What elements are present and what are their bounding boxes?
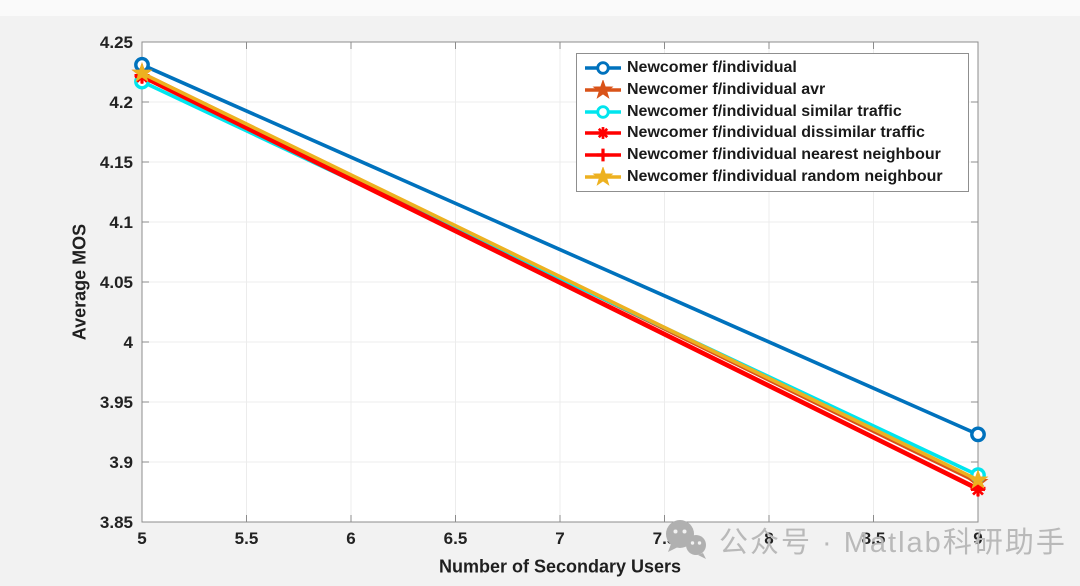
marker-pentagram xyxy=(592,167,614,186)
series-line-4 xyxy=(141,73,979,491)
legend-item: Newcomer f/individual nearest neighbour xyxy=(584,145,966,165)
y-tick-label: 3.85 xyxy=(100,513,133,532)
series-line-5 xyxy=(141,71,979,482)
y-tick-label: 3.9 xyxy=(109,453,133,472)
data-point xyxy=(970,426,986,443)
marker-center xyxy=(600,131,606,136)
legend-swatch xyxy=(585,104,621,119)
y-tick-label: 4.15 xyxy=(100,153,133,172)
legend-item: Newcomer f/individual similar traffic xyxy=(584,102,966,122)
y-tick-label: 4.1 xyxy=(109,213,133,232)
x-tick-label: 6 xyxy=(346,529,355,548)
x-tick-label: 8.5 xyxy=(862,529,886,548)
marker-circle xyxy=(596,104,610,119)
data-point xyxy=(131,62,153,83)
legend-label: Newcomer f/individual xyxy=(627,58,797,76)
marker-pentagram xyxy=(131,62,153,83)
wechat-icon xyxy=(666,520,706,559)
watermark-text: 公众号 · Matlab科研助手 xyxy=(719,527,1067,559)
legend-item: Newcomer f/individual avr xyxy=(584,79,966,100)
legend-item: Newcomer f/individual xyxy=(584,58,966,78)
y-tick-label: 4.05 xyxy=(100,273,133,292)
marker-pentagram xyxy=(967,468,989,489)
legend-item: Newcomer f/individual random neighbour xyxy=(584,167,966,187)
legend-item: Newcomer f/individual dissimilar traffic xyxy=(584,123,966,143)
legend-swatch xyxy=(585,127,621,140)
x-tick-label: 5.5 xyxy=(235,529,259,548)
y-tick-label: 4.2 xyxy=(109,93,133,112)
watermark: 公众号 · Matlab科研助手 xyxy=(664,519,1067,561)
series-line-0 xyxy=(141,63,979,437)
data-point xyxy=(967,468,989,489)
y-axis-label: Average MOS xyxy=(69,223,90,341)
marker-circle xyxy=(596,61,610,75)
y-tick-label: 4 xyxy=(124,333,134,352)
legend-label: Newcomer f/individual nearest neighbour xyxy=(627,146,941,164)
legend-label: Newcomer f/individual similar traffic xyxy=(627,102,902,120)
x-tick-label: 9 xyxy=(973,529,982,548)
legend-swatch xyxy=(585,79,621,99)
x-tick-label: 7 xyxy=(555,529,564,548)
legend-label: Newcomer f/individual avr xyxy=(627,80,826,98)
x-tick-label: 6.5 xyxy=(444,529,468,548)
x-tick-label: 8 xyxy=(764,529,773,548)
legend-swatch xyxy=(585,167,621,186)
marker-pentagram xyxy=(592,79,614,99)
legend-label: Newcomer f/individual dissimilar traffic xyxy=(627,124,925,142)
legend: Newcomer f/individual Newcomer f/individu… xyxy=(576,53,969,192)
legend-swatch xyxy=(585,61,621,75)
legend-label: Newcomer f/individual random neighbour xyxy=(627,168,943,186)
top-strip xyxy=(0,0,1080,16)
legend-swatch xyxy=(585,148,621,162)
marker-circle xyxy=(970,426,986,443)
y-tick-label: 4.25 xyxy=(100,33,133,52)
x-axis-label: Number of Secondary Users xyxy=(438,556,682,577)
x-tick-label: 5 xyxy=(137,529,146,548)
y-tick-label: 3.95 xyxy=(100,393,133,412)
